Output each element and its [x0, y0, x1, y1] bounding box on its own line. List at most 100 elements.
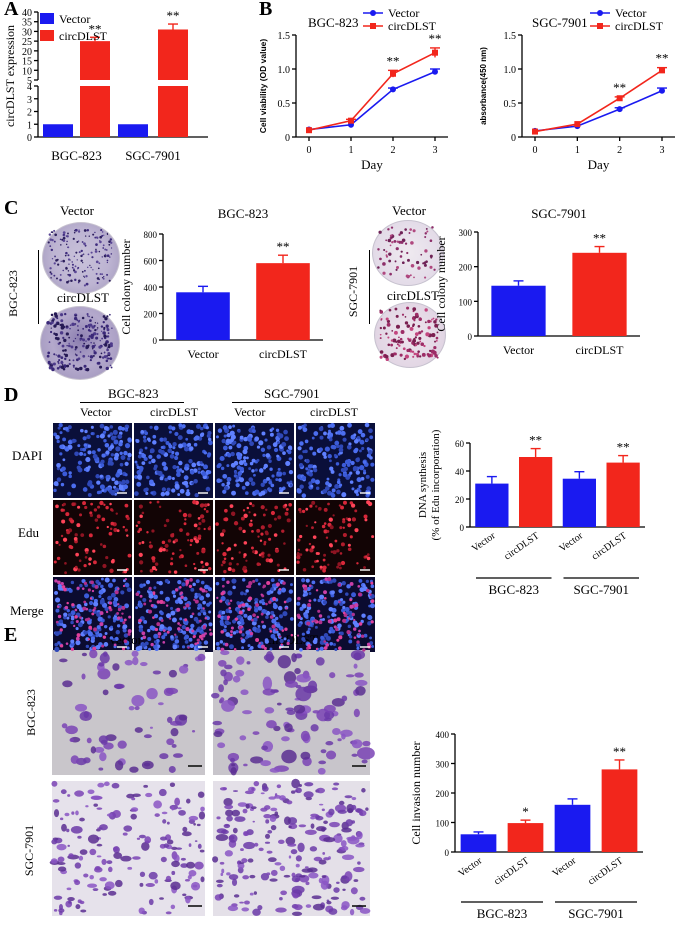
colony-dots-sgc-vector-cell [399, 231, 403, 235]
invasion-cells-bgc-vector-cell [61, 723, 68, 729]
dapi-nuclei-2-cell [268, 488, 272, 493]
invasion-cells-sgc-circ-cell [333, 782, 340, 786]
colony-dots-bgc-circ-cell [82, 344, 85, 348]
colony-dots-sgc-circ-cell [418, 336, 422, 340]
merge-edu-8-cell [108, 605, 112, 610]
edu-nuclei-5-cell [140, 569, 143, 573]
invasion-cells-sgc-circ-cell [234, 816, 246, 822]
edu-nuclei-4-cell [78, 559, 82, 563]
colony-dots-bgc-vector-cell [96, 277, 100, 280]
dapi-nuclei-2-cell [266, 445, 272, 450]
edu-nuclei-7-cell [311, 565, 315, 569]
invasion-cells-sgc-circ-cell [323, 857, 330, 861]
merge-dapi-9-cell [153, 613, 159, 619]
merge-edu-11-cell [323, 590, 327, 595]
invasion-cells-bgc-circ-cell [220, 650, 230, 656]
merge-edu-10-cell [271, 624, 276, 629]
edu-nuclei-7-cell [301, 509, 306, 514]
dapi-nuclei-2-cell [288, 470, 294, 475]
colony-dots-bgc-circ-cell [93, 351, 97, 355]
colony-dots-sgc-circ-cell [409, 338, 412, 340]
dapi-nuclei-2-cell [254, 468, 258, 472]
dapi-nuclei-1-cell [178, 460, 183, 466]
invasion-cells-sgc-circ-cell [258, 847, 264, 852]
invasion-cells-sgc-circ-cell [358, 810, 367, 817]
colony-dots-bgc-circ-cell [69, 324, 72, 327]
merge-edu-9-cell [209, 632, 213, 636]
invasion-cells-sgc-vector-cell [106, 860, 113, 865]
dapi-nuclei-0-cell [96, 480, 101, 485]
chart-b2-sig-3: ** [656, 51, 669, 66]
dapi-nuclei-2-cell [222, 425, 228, 431]
merge-edu-11-cell [336, 617, 341, 622]
dapi-nuclei-3-cell [369, 456, 373, 460]
dapi-nuclei-2-cell [244, 481, 250, 487]
dapi-nuclei-0-cell [103, 425, 109, 431]
chart-e-group-label-1: SGC-7901 [568, 906, 624, 921]
colony-dots-sgc-circ-cell [402, 347, 406, 351]
chart-a-ytick-label: 40 [22, 8, 32, 19]
merge-dapi-10-cell [290, 583, 294, 587]
merge-dapi-9 [135, 577, 213, 652]
merge-dapi-11-cell [354, 622, 360, 628]
colony-dots-bgc-vector-cell [103, 254, 107, 258]
colony-dots-bgc-vector-cell [100, 229, 103, 232]
colony-dots-sgc-circ-cell [423, 344, 426, 348]
merge-edu-9-cell [160, 619, 164, 622]
merge-dapi-10-cell [270, 633, 276, 639]
invasion-cells-bgc-vector-cell [81, 673, 86, 680]
invasion-cells-sgc-circ-cell [243, 831, 250, 837]
colony-dots-bgc-circ-cell [56, 366, 60, 370]
invasion-cells-sgc-circ-cell [298, 824, 307, 828]
dapi-nuclei-1-cell [168, 444, 173, 449]
merge-edu-11-cell [297, 596, 301, 601]
invasion-cells-bgc-circ-cell [270, 689, 279, 694]
invasion-cells-sgc-circ-cell [329, 821, 340, 828]
invasion-cells-sgc-circ-cell [338, 800, 345, 806]
merge-dapi-10-cell [228, 609, 233, 614]
merge-dapi-11-cell [339, 601, 344, 606]
dapi-nuclei-0-cell [109, 432, 114, 436]
invasion-cells-sgc-vector-cell [79, 849, 88, 855]
dapi-nuclei-1-cell [137, 454, 143, 459]
edu-nuclei-6-cell [276, 563, 280, 567]
chart-b1-point-1-2 [390, 70, 396, 77]
edu-nuclei-7-cell [305, 524, 308, 528]
invasion-cells-bgc-circ-cell [266, 720, 277, 729]
invasion-cells-sgc-vector-cell [178, 809, 186, 816]
invasion-cells-sgc-circ-cell [322, 852, 326, 855]
invasion-cells-sgc-vector-cell [107, 890, 117, 896]
dapi-nuclei-1-cell [199, 461, 203, 465]
colony-dots-sgc-circ-cell [421, 352, 426, 357]
merge-dapi-9-cell [139, 583, 144, 589]
dish-divider-sgc [369, 250, 370, 324]
chart-b2-ytick-label: 1.5 [504, 31, 517, 42]
edu-nuclei-5-cell [151, 556, 156, 561]
merge-edu-9-cell [194, 642, 198, 646]
colony-dots-sgc-circ-cell [427, 353, 432, 358]
merge-edu-10-cell [269, 615, 274, 619]
merge-dapi-9-cell [204, 584, 209, 590]
merge-edu-9-cell [187, 646, 190, 649]
merge-dapi-11-cell [371, 645, 375, 648]
colony-dots-sgc-circ-cell [414, 343, 418, 347]
colony-dots-bgc-vector-cell [106, 273, 109, 276]
invasion-cells-sgc-vector-cell [199, 849, 205, 853]
merge-edu-9-cell [135, 592, 140, 597]
merge-dapi-10-cell [235, 630, 239, 634]
edu-nuclei-5-cell [135, 524, 139, 527]
colony-dots-bgc-vector-cell [106, 249, 108, 251]
invasion-cells-bgc-circ-cell [230, 757, 236, 763]
edu-nuclei-6-cell [227, 547, 232, 551]
invasion-cells-sgc-vector-cell [177, 807, 182, 810]
dapi-nuclei-1-cell [199, 433, 204, 438]
colony-dots-bgc-circ-cell [109, 364, 112, 367]
colony-dots-sgc-vector-cell [377, 248, 380, 251]
chart-c1-title: BGC-823 [218, 206, 269, 221]
dapi-nuclei-2-cell [278, 487, 282, 491]
colony-dots-bgc-vector-cell [63, 234, 66, 237]
edu-nuclei-7-cell [322, 568, 326, 573]
dapi-nuclei-1-cell [151, 458, 156, 464]
edu-nuclei-7-cell [311, 545, 315, 549]
invasion-cells-sgc-vector-cell [182, 826, 188, 832]
